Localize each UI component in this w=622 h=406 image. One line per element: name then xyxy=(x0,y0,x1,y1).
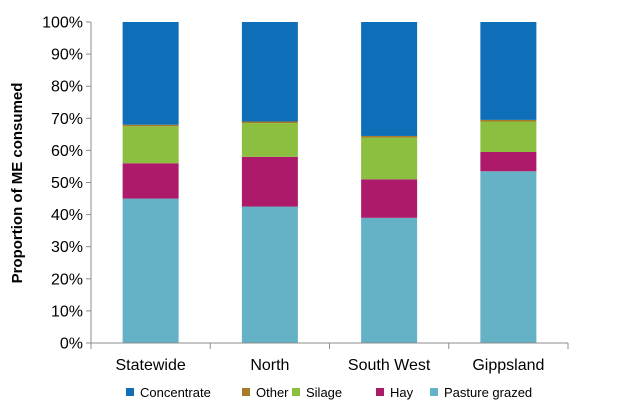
bar-north-concentrate xyxy=(241,22,298,122)
y-tick-label: 80% xyxy=(51,79,83,96)
bar-statewide-silage xyxy=(122,126,179,164)
legend-label: Silage xyxy=(306,385,342,400)
bar-gippsland-pasture-grazed xyxy=(480,171,537,343)
bar-south-west-hay xyxy=(361,179,418,218)
y-tick-label: 10% xyxy=(51,303,83,320)
legend-item-other: Other xyxy=(242,385,289,400)
x-tick-label: Statewide xyxy=(115,357,185,374)
legend-swatch xyxy=(430,388,438,396)
bar-south-west-other xyxy=(361,135,418,138)
bar-north-silage xyxy=(241,123,298,157)
bar-statewide-pasture-grazed xyxy=(122,198,179,343)
y-axis-label: Proportion of ME consumed xyxy=(9,83,26,284)
bar-south-west-pasture-grazed xyxy=(361,217,418,343)
x-tick-label: North xyxy=(250,357,289,374)
legend-item-pasture-grazed: Pasture grazed xyxy=(430,385,532,400)
legend-label: Pasture grazed xyxy=(444,385,532,400)
y-tick-label: 20% xyxy=(51,271,83,288)
bar-gippsland-concentrate xyxy=(480,22,537,120)
bar-statewide-hay xyxy=(122,163,179,199)
legend-swatch xyxy=(126,388,134,396)
x-tick-labels: Statewide North South West Gippsland xyxy=(115,357,544,374)
y-tick-label: 70% xyxy=(51,111,83,128)
legend-item-hay: Hay xyxy=(376,385,414,400)
bar-north-pasture-grazed xyxy=(241,206,298,343)
x-tick-label: Gippsland xyxy=(472,357,544,374)
y-tick-label: 90% xyxy=(51,47,83,64)
legend: Concentrate Other Silage Hay Pasture grazed xyxy=(126,385,532,400)
bar-gippsland-hay xyxy=(480,152,537,172)
bar-gippsland-silage xyxy=(480,121,537,153)
legend-swatch xyxy=(376,388,384,396)
y-tick-label: 40% xyxy=(51,207,83,224)
bars-group xyxy=(122,22,537,343)
y-tick-label: 100% xyxy=(42,15,83,32)
legend-label: Concentrate xyxy=(140,385,211,400)
legend-swatch xyxy=(292,388,300,396)
legend-item-concentrate: Concentrate xyxy=(126,385,211,400)
legend-swatch xyxy=(242,388,250,396)
bar-north-other xyxy=(241,121,298,124)
bar-gippsland-other xyxy=(480,119,537,122)
y-tick-label: 0% xyxy=(60,336,83,353)
y-tick-label: 60% xyxy=(51,143,83,160)
y-tick-label: 50% xyxy=(51,175,83,192)
legend-label: Other xyxy=(256,385,289,400)
bar-statewide-concentrate xyxy=(122,22,179,125)
bar-statewide-other xyxy=(122,124,179,127)
bar-north-hay xyxy=(241,156,298,207)
bar-south-west-silage xyxy=(361,137,418,180)
x-tick-label: South West xyxy=(348,357,431,374)
axes-group xyxy=(86,21,569,349)
bar-south-west-concentrate xyxy=(361,22,418,136)
y-tick-labels: 0% 10% 20% 30% 40% 50% 60% 70% 80% 90% 100% xyxy=(42,15,83,353)
y-tick-label: 30% xyxy=(51,239,83,256)
legend-item-silage: Silage xyxy=(292,385,342,400)
legend-label: Hay xyxy=(390,385,414,400)
